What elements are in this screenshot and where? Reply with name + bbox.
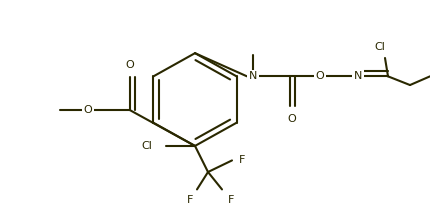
Text: O: O xyxy=(125,60,134,70)
Text: F: F xyxy=(239,155,245,165)
Text: O: O xyxy=(315,71,324,81)
Text: F: F xyxy=(227,195,234,205)
Text: Cl: Cl xyxy=(141,141,152,151)
Text: N: N xyxy=(248,71,257,81)
Text: O: O xyxy=(83,105,92,115)
Text: F: F xyxy=(186,195,193,205)
Text: O: O xyxy=(287,114,296,124)
Text: N: N xyxy=(353,71,361,81)
Text: Cl: Cl xyxy=(374,42,384,52)
